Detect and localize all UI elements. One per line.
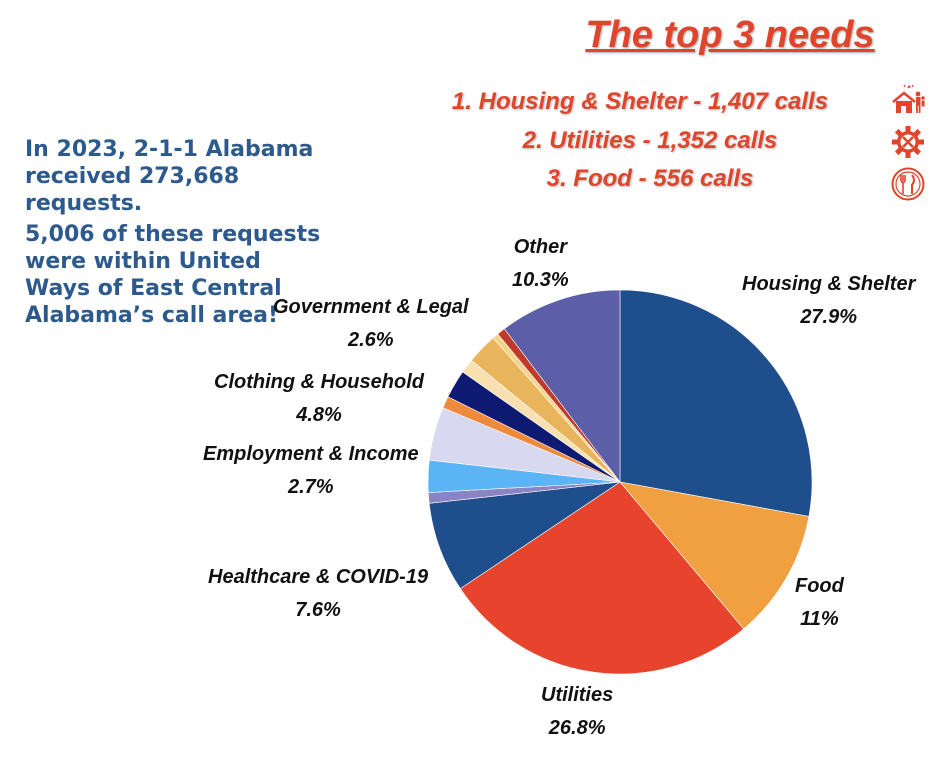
slice-label-other: Other 10.3% <box>512 231 569 297</box>
chart-title: The top 3 needs <box>585 14 875 56</box>
summary-local-requests: 5,006 of these requests were within Unit… <box>25 222 321 328</box>
slice-value-housing: 27.9% <box>800 306 858 328</box>
slice-value-food: 11% <box>800 608 839 630</box>
pie-slice-housing-shelter <box>619 289 813 517</box>
slice-value-government: 2.6% <box>348 329 394 351</box>
slice-label-housing: Housing & Shelter 27.9% <box>742 268 915 334</box>
top-need-food: 3. Food - 556 calls <box>546 165 754 192</box>
slice-value-employment: 2.7% <box>288 476 334 498</box>
slice-label-employment: Employment & Income 2.7% <box>203 438 419 504</box>
pie-slice-utilities <box>459 481 745 675</box>
slice-value-healthcare: 7.6% <box>295 599 341 621</box>
slice-name-utilities: Utilities <box>541 684 614 706</box>
slice-name-housing: Housing & Shelter <box>742 273 916 295</box>
slice-value-other: 10.3% <box>512 269 569 291</box>
slice-name-government: Government & Legal <box>273 296 469 318</box>
slice-name-food: Food <box>795 575 844 597</box>
top-need-utilities: 2. Utilities - 1,352 calls <box>522 127 778 154</box>
pie-slice-food <box>619 481 810 630</box>
pie-slice-other <box>503 289 621 483</box>
house-family-icon <box>892 84 925 113</box>
gear-utilities-icon <box>892 126 924 158</box>
fork-knife-plate-icon <box>891 167 925 201</box>
slice-name-clothing: Clothing & Household <box>214 371 424 393</box>
slice-label-government: Government & Legal 2.6% <box>273 291 469 357</box>
slice-label-clothing: Clothing & Household 4.8% <box>214 366 424 432</box>
summary-total-requests: In 2023, 2-1-1 Alabama received 273,668 … <box>25 137 314 216</box>
slice-name-healthcare: Healthcare & COVID-19 <box>208 566 429 588</box>
slice-name-other: Other <box>513 236 568 258</box>
slice-name-employment: Employment & Income <box>203 443 419 465</box>
slice-value-utilities: 26.8% <box>548 717 606 739</box>
slice-label-healthcare: Healthcare & COVID-19 7.6% <box>208 561 428 627</box>
top-need-housing: 1. Housing & Shelter - 1,407 calls <box>451 88 829 115</box>
slice-value-clothing: 4.8% <box>296 404 342 426</box>
slice-label-food: Food 11% <box>795 570 844 636</box>
slice-label-utilities: Utilities 26.8% <box>541 679 613 745</box>
